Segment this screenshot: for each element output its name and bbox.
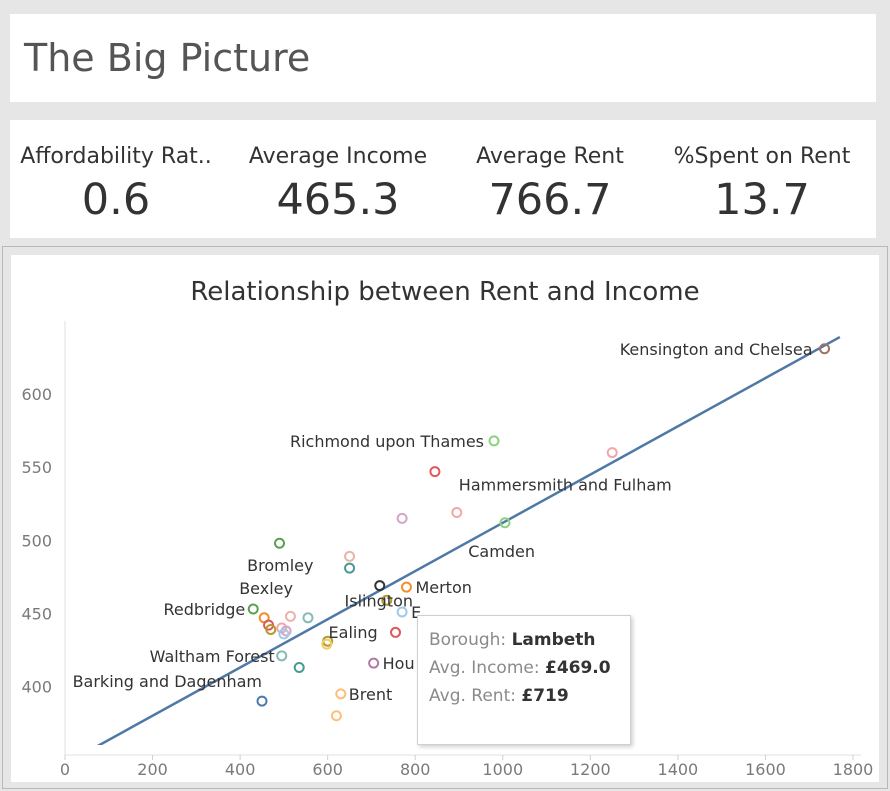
tooltip-borough-label: Borough: (429, 630, 507, 650)
point-label: Bexley (239, 579, 293, 598)
x-tick-label: 600 (312, 760, 343, 779)
data-point[interactable] (381, 594, 393, 606)
data-point[interactable] (429, 466, 441, 478)
data-point[interactable] (396, 606, 408, 618)
x-tick-label: 0 (60, 760, 70, 779)
point-label: Ealing (329, 623, 378, 642)
y-tick-label: 550 (21, 458, 52, 477)
data-point[interactable] (374, 580, 386, 592)
point-label: E (411, 603, 421, 622)
scatter-plot[interactable]: 0 200 400 600 800 1000 1200 1400 1600 1800 400 450 5… (11, 255, 879, 782)
data-point[interactable] (274, 537, 286, 549)
data-point[interactable] (819, 343, 831, 355)
data-point[interactable] (606, 447, 618, 459)
data-point[interactable] (499, 517, 511, 529)
kpi-label: Affordability Rat.. (20, 144, 212, 169)
kpi-label: %Spent on Rent (673, 144, 851, 169)
y-tick-label: 400 (21, 678, 52, 697)
kpi-card: Affordability Rat.. 0.6 Average Income 4… (10, 120, 876, 238)
data-point[interactable] (276, 650, 288, 662)
data-point[interactable] (256, 695, 268, 707)
point-label: Islington (345, 591, 413, 610)
chart-container: Relationship between Rent and Income 0 20… (2, 246, 888, 789)
kpi-label: Average Income (248, 144, 428, 169)
data-point[interactable] (344, 562, 356, 574)
data-point[interactable] (247, 603, 259, 615)
tooltip-borough: Borough: Lambeth (429, 630, 596, 650)
data-point[interactable] (400, 581, 412, 593)
point-label: Merton (415, 578, 471, 597)
data-point[interactable] (293, 662, 305, 674)
data-point[interactable] (390, 626, 402, 638)
x-tick-label: 200 (137, 760, 168, 779)
chart-card: Relationship between Rent and Income 0 20… (11, 255, 879, 782)
data-point[interactable] (265, 623, 277, 635)
data-point[interactable] (330, 710, 342, 722)
x-tick-label: 1400 (658, 760, 699, 779)
trend-line (96, 335, 841, 745)
data-point[interactable] (368, 657, 380, 669)
kpi-value: 766.7 (488, 175, 612, 225)
chart-title: Relationship between Rent and Income (190, 277, 700, 307)
point-label: Brent (349, 685, 392, 704)
kpi-average-income[interactable]: Average Income 465.3 (232, 144, 444, 225)
data-point[interactable] (278, 628, 290, 640)
x-tick-label: 1600 (745, 760, 786, 779)
kpi-average-rent[interactable]: Average Rent 766.7 (444, 144, 656, 225)
point-label: Hou (383, 654, 415, 673)
point-label: Hammersmith and Fulham (459, 476, 672, 495)
point-label: Kensington and Chelsea (620, 340, 813, 359)
kpi-percent-spent-on-rent[interactable]: %Spent on Rent 13.7 (656, 144, 868, 225)
data-point[interactable] (344, 550, 356, 562)
point-label: Waltham Forest (150, 647, 275, 666)
tooltip-rent: Avg. Rent: £719 (429, 686, 569, 706)
x-tick-label: 800 (400, 760, 431, 779)
x-tick-label: 1000 (482, 760, 523, 779)
kpi-value: 465.3 (276, 175, 400, 225)
kpi-value: 0.6 (81, 175, 151, 225)
data-point[interactable] (488, 435, 500, 447)
point-label: Barking and Dagenham (73, 672, 262, 691)
tooltip-rent-value: £719 (521, 686, 569, 706)
point-label: Redbridge (164, 600, 246, 619)
data-point[interactable] (335, 688, 347, 700)
kpi-value: 13.7 (714, 175, 810, 225)
point-label: Richmond upon Thames (290, 432, 484, 451)
y-tick-label: 450 (21, 604, 52, 623)
dashboard-title: The Big Picture (24, 36, 311, 80)
tooltip-rent-label: Avg. Rent: (429, 686, 516, 706)
y-tick-label: 600 (21, 385, 52, 404)
y-tick-label: 500 (21, 531, 52, 550)
data-point[interactable] (302, 612, 314, 624)
data-point[interactable] (284, 610, 296, 622)
kpi-label: Average Rent (476, 144, 624, 169)
x-tick-label: 400 (225, 760, 256, 779)
tooltip-income-label: Avg. Income: (429, 658, 540, 678)
kpi-affordability[interactable]: Affordability Rat.. 0.6 (10, 144, 222, 225)
data-point[interactable] (451, 507, 463, 519)
tooltip-income: Avg. Income: £469.0 (429, 658, 611, 678)
x-tick-label: 1200 (570, 760, 611, 779)
title-card: The Big Picture (10, 14, 876, 102)
point-label: Camden (468, 542, 535, 561)
data-point[interactable] (321, 638, 333, 650)
tooltip-borough-value: Lambeth (511, 630, 596, 650)
point-label: Bromley (247, 556, 313, 575)
x-tick-label: 1800 (833, 760, 874, 779)
data-point[interactable] (396, 512, 408, 524)
tooltip-income-value: £469.0 (544, 658, 611, 678)
tooltip: Borough: Lambeth Avg. Income: £469.0 Avg… (417, 615, 631, 745)
